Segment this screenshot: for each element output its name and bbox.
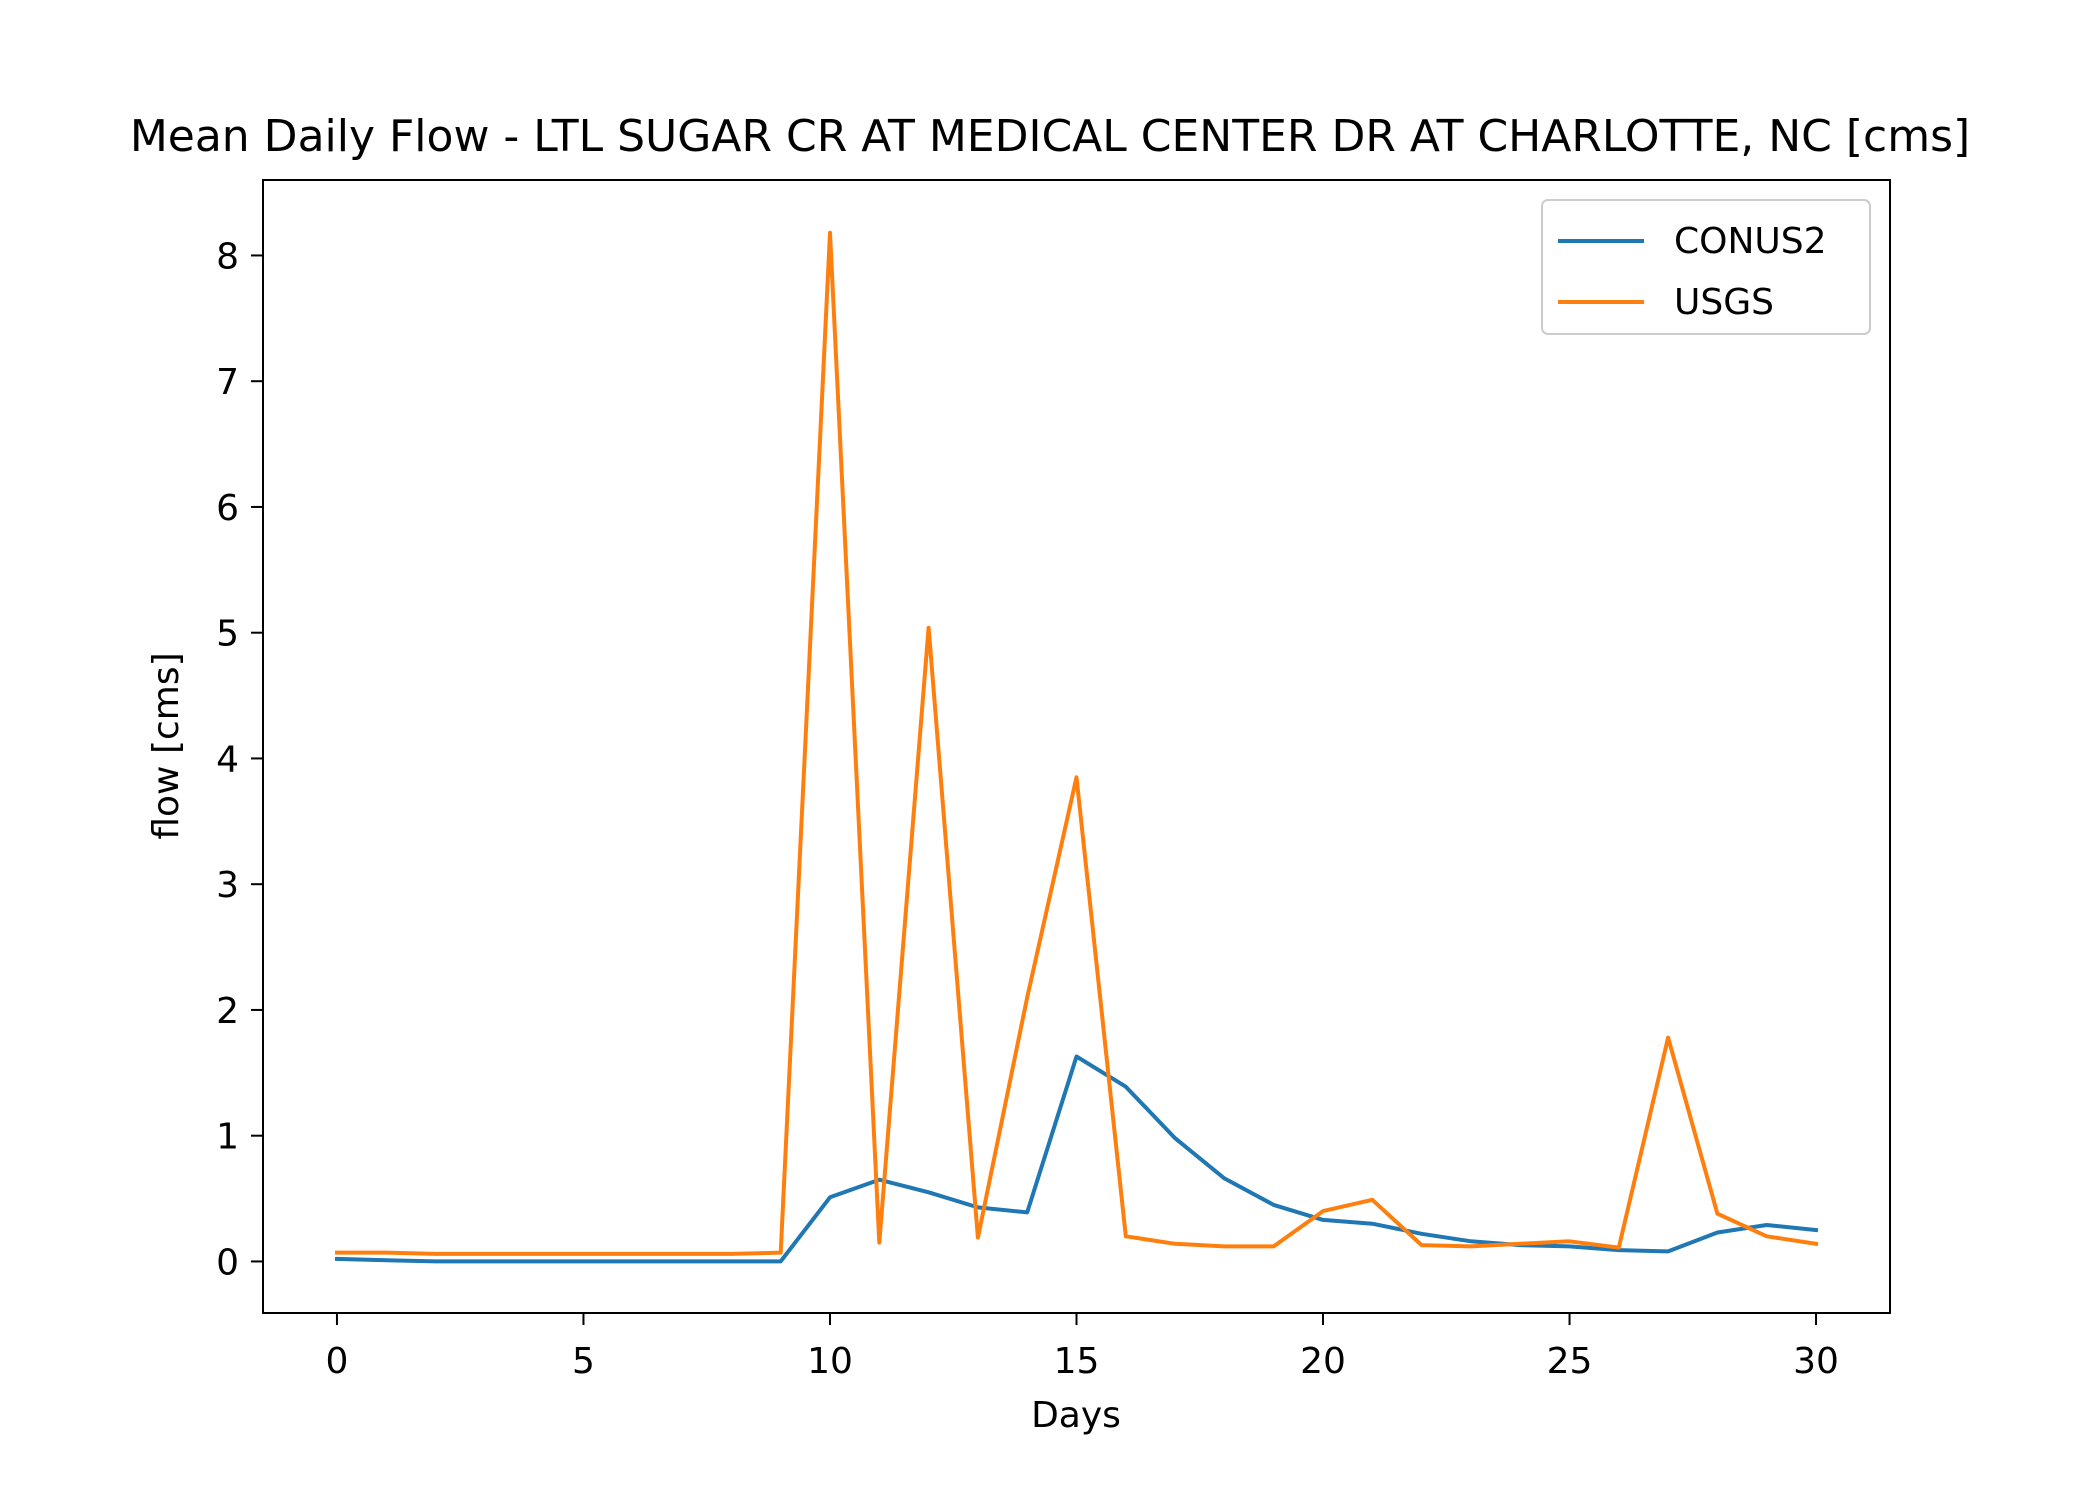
- y-tick-label: 5: [216, 614, 239, 655]
- legend: CONUS2 USGS: [1541, 199, 1871, 335]
- y-tick-label: 4: [216, 739, 239, 780]
- x-tick-label: 20: [1300, 1341, 1346, 1382]
- x-axis-ticks: 0 5 10 15 20 25 30: [326, 1313, 1839, 1382]
- y-axis-label: flow [cms]: [146, 652, 187, 839]
- series-line-conus2: [334, 1054, 1819, 1264]
- legend-label-conus2: CONUS2: [1674, 221, 1827, 262]
- y-tick-label: 8: [216, 236, 239, 277]
- legend-label-usgs: USGS: [1674, 282, 1774, 323]
- chart-title: Mean Daily Flow - LTL SUGAR CR AT MEDICA…: [130, 111, 1970, 162]
- x-tick-label: 15: [1054, 1341, 1100, 1382]
- y-tick-label: 3: [216, 865, 239, 906]
- y-tick-label: 2: [216, 991, 239, 1032]
- x-tick-label: 25: [1547, 1341, 1593, 1382]
- series-line-usgs: [335, 230, 1819, 1256]
- x-tick-label: 5: [572, 1341, 595, 1382]
- x-tick-label: 10: [807, 1341, 853, 1382]
- x-tick-label: 30: [1793, 1341, 1839, 1382]
- y-tick-label: 7: [216, 362, 239, 403]
- x-tick-label: 0: [326, 1341, 349, 1382]
- y-tick-label: 6: [216, 488, 239, 529]
- y-tick-label: 0: [216, 1242, 239, 1283]
- x-axis-label: Days: [1031, 1395, 1121, 1436]
- series-layer: [334, 230, 1819, 1264]
- y-axis-ticks: 0 1 2 3 4 5 6 7 8: [216, 236, 263, 1283]
- y-tick-label: 1: [216, 1117, 239, 1158]
